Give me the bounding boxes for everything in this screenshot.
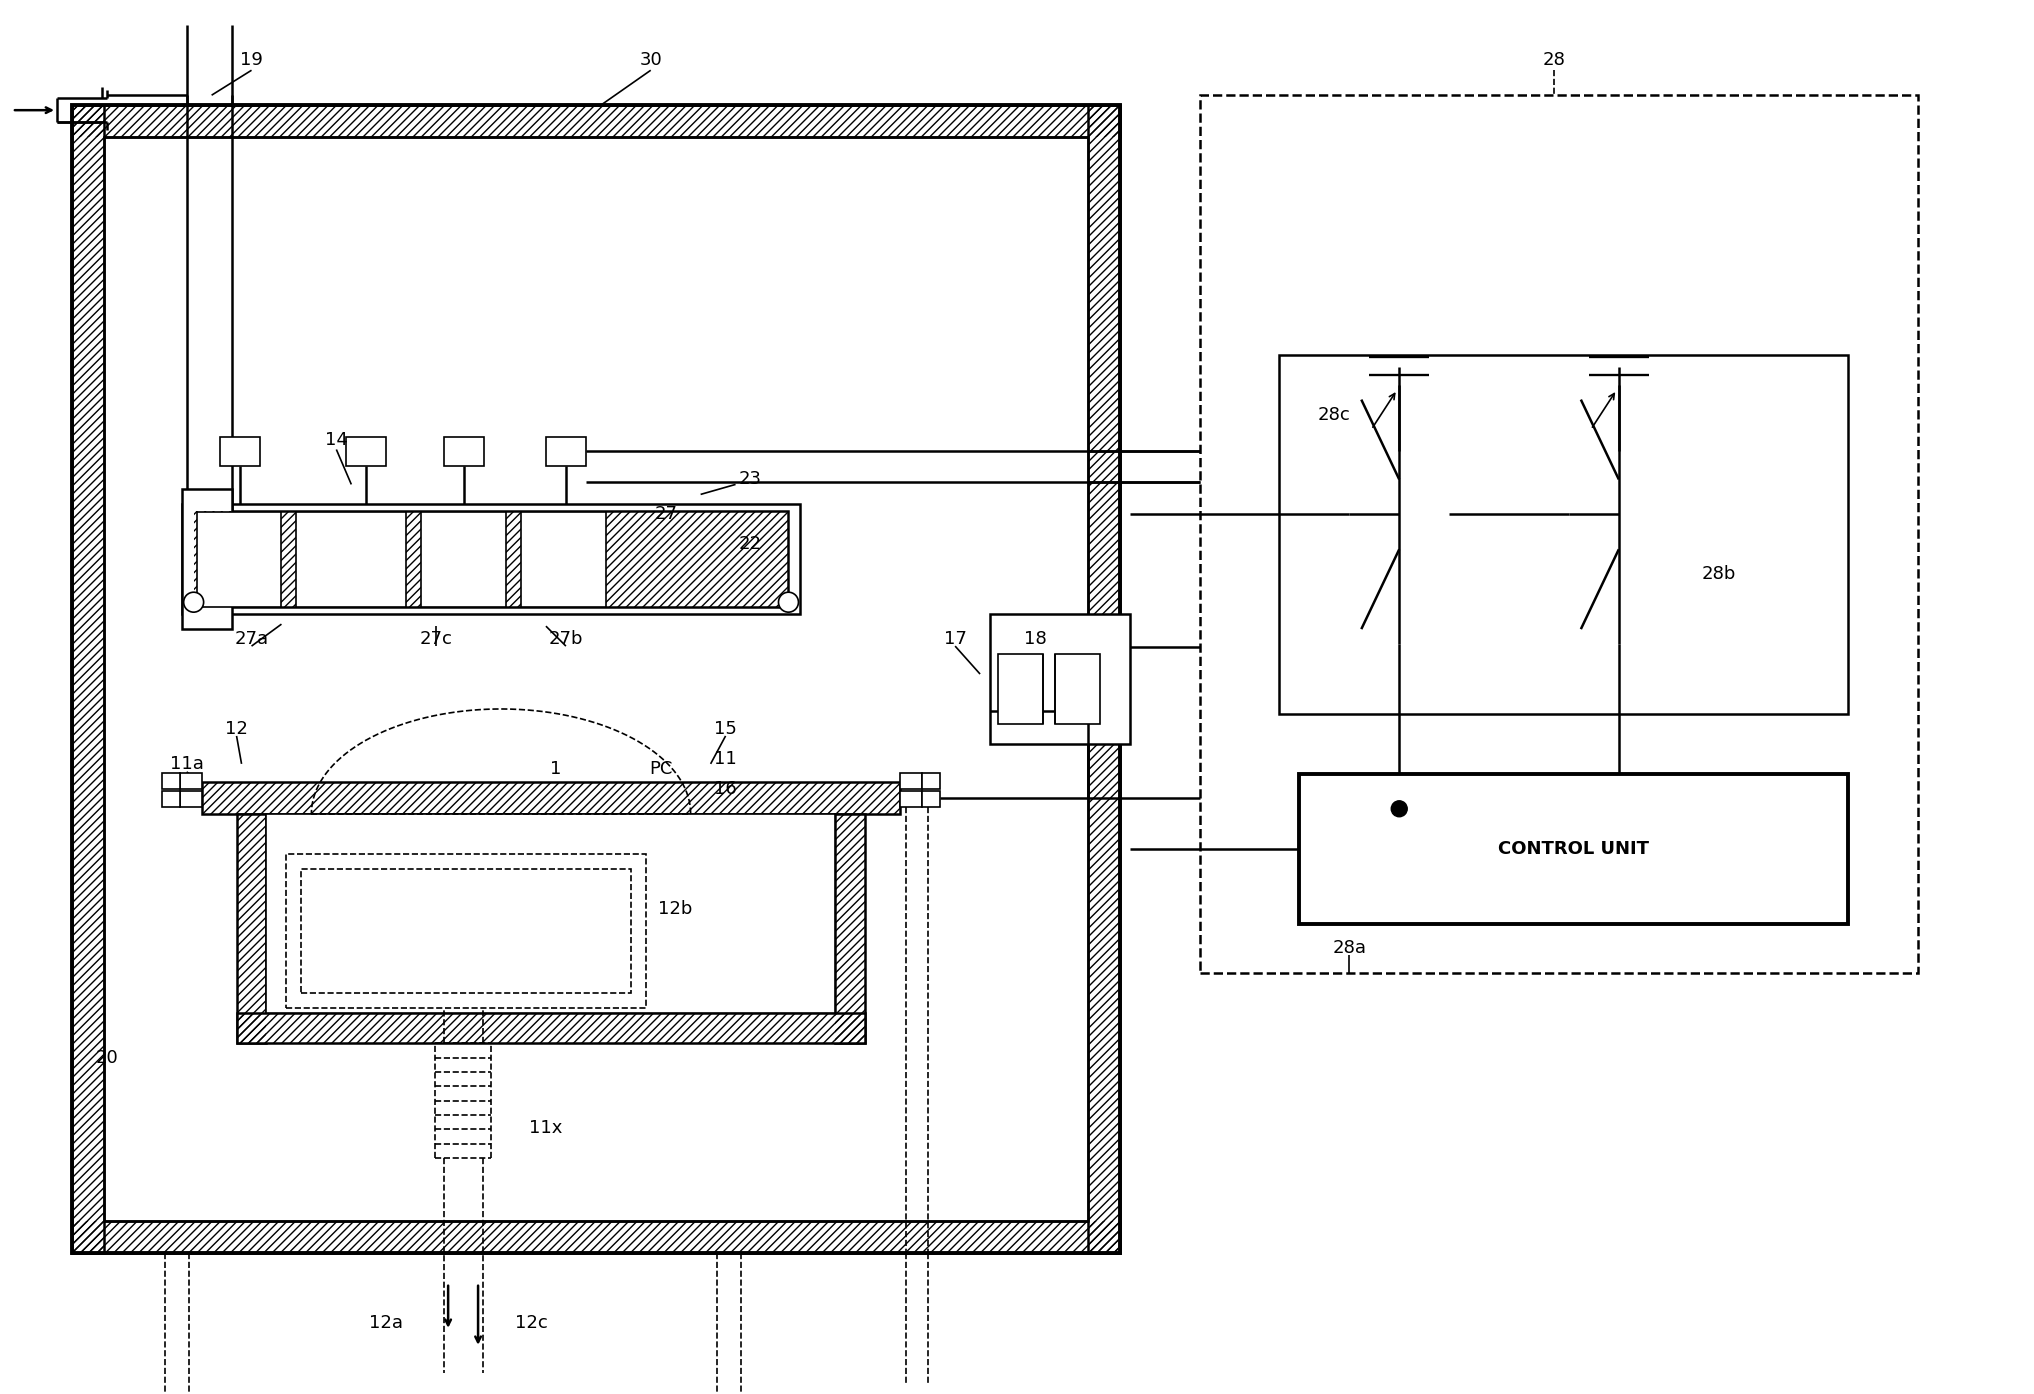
Text: 11a: 11a: [169, 756, 203, 772]
Bar: [901, 772, 921, 789]
Text: 28c: 28c: [1318, 406, 1351, 424]
Bar: [193, 512, 789, 608]
Text: 20: 20: [96, 1050, 118, 1068]
Bar: [71, 1221, 1121, 1253]
Text: 11x: 11x: [529, 1119, 563, 1138]
Text: PC: PC: [649, 760, 673, 778]
Text: 27b: 27b: [549, 630, 584, 648]
Text: 28b: 28b: [1700, 565, 1735, 583]
Bar: [71, 105, 1121, 1253]
Bar: [201, 782, 901, 814]
Bar: [921, 772, 940, 789]
Circle shape: [1391, 800, 1408, 817]
Bar: [236, 814, 266, 1043]
Bar: [104, 137, 1088, 1221]
Text: 16: 16: [714, 779, 736, 797]
Bar: [921, 790, 940, 807]
Text: 27c: 27c: [419, 630, 454, 648]
Text: 18: 18: [1023, 630, 1045, 648]
Bar: [71, 105, 1121, 137]
Text: 27a: 27a: [234, 630, 268, 648]
Circle shape: [779, 592, 799, 612]
Text: 22: 22: [738, 535, 763, 553]
Bar: [179, 790, 201, 807]
Text: 12: 12: [226, 719, 248, 737]
Bar: [297, 513, 407, 608]
Bar: [1300, 774, 1849, 924]
Bar: [181, 505, 801, 615]
Bar: [266, 814, 836, 1013]
Bar: [301, 868, 631, 994]
Circle shape: [183, 592, 203, 612]
Bar: [836, 814, 864, 1043]
Bar: [163, 772, 179, 789]
Text: 14: 14: [325, 431, 348, 449]
Bar: [193, 512, 789, 608]
Text: CONTROL UNIT: CONTROL UNIT: [1499, 839, 1650, 857]
Bar: [999, 654, 1043, 723]
Bar: [201, 782, 901, 814]
Bar: [901, 790, 921, 807]
Text: 12b: 12b: [659, 899, 694, 917]
Text: 28: 28: [1542, 52, 1566, 70]
Bar: [1088, 105, 1121, 1253]
Bar: [421, 513, 506, 608]
Bar: [71, 105, 1121, 137]
Bar: [220, 436, 260, 467]
Bar: [991, 615, 1129, 744]
Bar: [1200, 95, 1918, 973]
Bar: [181, 489, 232, 629]
Bar: [346, 436, 386, 467]
Text: 17: 17: [944, 630, 966, 648]
Bar: [179, 772, 201, 789]
Text: 12c: 12c: [515, 1313, 547, 1331]
Text: 11: 11: [714, 750, 736, 768]
Text: 19: 19: [240, 52, 262, 70]
Text: 30: 30: [639, 52, 663, 70]
Bar: [71, 105, 104, 1253]
Text: 23: 23: [738, 470, 763, 488]
Text: 12a: 12a: [370, 1313, 403, 1331]
Bar: [1088, 105, 1121, 1253]
Bar: [287, 853, 645, 1008]
Text: 1: 1: [551, 760, 561, 778]
Text: 15: 15: [714, 719, 736, 737]
Bar: [236, 1013, 864, 1043]
Bar: [836, 814, 864, 1043]
Bar: [163, 790, 179, 807]
Bar: [1056, 654, 1100, 723]
Bar: [197, 513, 281, 608]
Bar: [545, 436, 586, 467]
Bar: [71, 105, 104, 1253]
Bar: [71, 1221, 1121, 1253]
Bar: [236, 814, 266, 1043]
Text: 27: 27: [655, 506, 677, 523]
Bar: [521, 513, 606, 608]
Text: 28a: 28a: [1332, 940, 1367, 958]
Bar: [236, 1013, 864, 1043]
Bar: [443, 436, 484, 467]
Bar: [1279, 354, 1849, 714]
